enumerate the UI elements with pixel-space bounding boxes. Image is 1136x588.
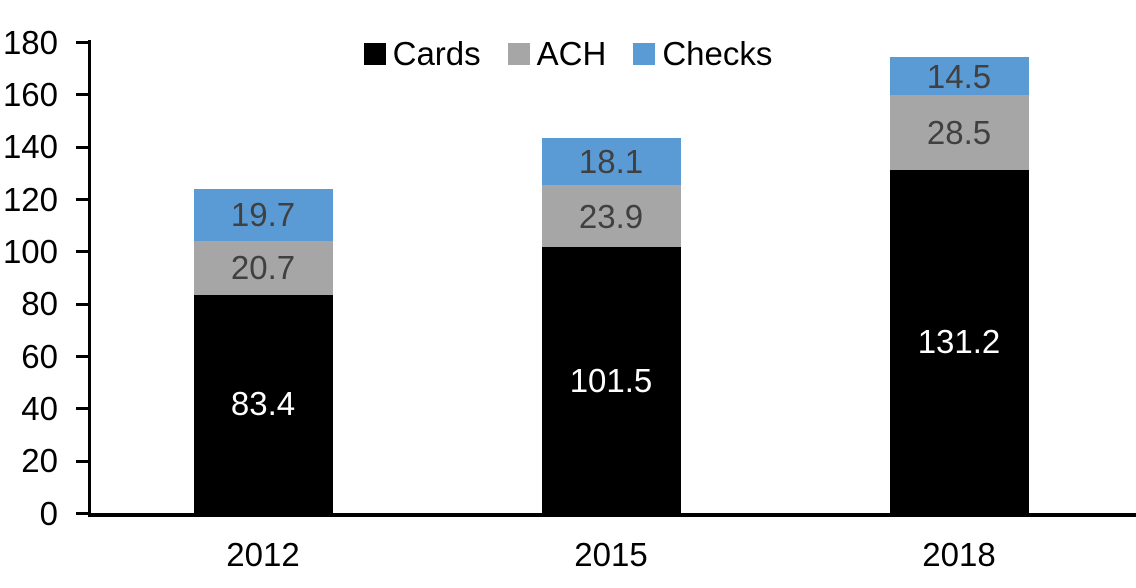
x-axis-label-2012: 2012: [226, 536, 300, 573]
bar-segment-cards-2018: 131.2: [889, 169, 1029, 513]
chart-legend: Cards ACH Checks: [0, 37, 1136, 70]
legend-swatch-checks: [633, 42, 656, 65]
bar-value-label-ach-2018: 28.5: [926, 113, 992, 151]
bar-value-label-checks-2015: 18.1: [578, 142, 644, 180]
bar-segment-cards-2012: 83.4: [193, 294, 333, 513]
y-tick-label-100: 100: [2, 232, 58, 270]
y-tick-label-60: 60: [21, 337, 58, 375]
legend-item-checks: Checks: [633, 37, 772, 70]
bar-segment-ach-2015: 23.9: [541, 184, 681, 248]
x-axis-label-2015: 2015: [574, 536, 648, 573]
bar-segment-ach-2012: 20.7: [193, 240, 333, 295]
bar-segment-checks-2012: 19.7: [193, 189, 333, 241]
y-tick-label-0: 0: [39, 494, 58, 532]
y-tick-label-120: 120: [2, 180, 58, 218]
x-axis-line: [88, 513, 1136, 517]
y-tick-180: [76, 41, 89, 44]
legend-item-ach: ACH: [507, 35, 607, 72]
legend-item-cards: Cards: [363, 35, 481, 72]
bar-value-label-checks-2012: 19.7: [230, 196, 296, 234]
bar-value-label-ach-2015: 23.9: [578, 197, 644, 235]
y-tick-40: [76, 407, 89, 411]
legend-label: Cards: [392, 35, 481, 72]
bar-value-label-cards-2018: 131.2: [917, 322, 1001, 360]
bar-value-label-cards-2015: 101.5: [569, 361, 653, 399]
y-tick-140: [76, 145, 89, 149]
y-tick-20: [76, 459, 89, 463]
y-tick-label-160: 160: [2, 75, 58, 113]
bar-segment-ach-2018: 28.5: [889, 95, 1029, 170]
legend-swatch-cards: [363, 42, 386, 65]
y-tick-60: [76, 355, 89, 358]
legend-swatch-ach: [507, 42, 530, 65]
legend-label: Checks: [662, 35, 773, 72]
legend-label: ACH: [536, 35, 607, 72]
y-tick-160: [76, 93, 89, 97]
bar-segment-checks-2015: 18.1: [541, 137, 681, 185]
y-tick-label-140: 140: [2, 128, 58, 166]
y-tick-label-40: 40: [21, 389, 58, 427]
bar-value-label-cards-2012: 83.4: [230, 385, 296, 423]
y-tick-label-80: 80: [21, 285, 58, 323]
y-tick-100: [76, 250, 89, 254]
bar-value-label-ach-2012: 20.7: [230, 249, 296, 287]
y-tick-0: [76, 512, 89, 515]
x-axis-label-2018: 2018: [922, 536, 996, 573]
bar-value-label-checks-2018: 14.5: [926, 57, 992, 95]
y-tick-120: [76, 198, 89, 201]
bar-segment-cards-2015: 101.5: [541, 247, 681, 513]
bar-segment-checks-2018: 14.5: [889, 57, 1029, 96]
y-tick-80: [76, 302, 89, 306]
y-tick-label-20: 20: [21, 442, 58, 480]
y-tick-label-180: 180: [2, 23, 58, 61]
y-axis-line: [88, 40, 91, 517]
